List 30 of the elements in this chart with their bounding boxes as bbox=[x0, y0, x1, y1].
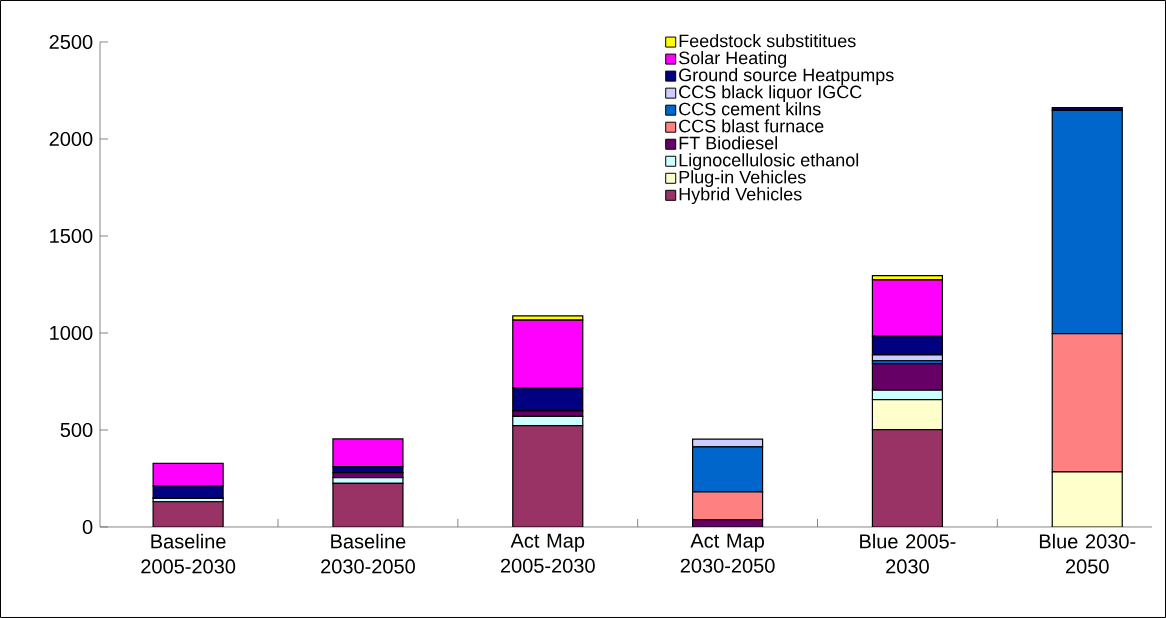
legend-label: CCS black liquor IGCC bbox=[679, 85, 862, 102]
y-tick-label: 500 bbox=[60, 422, 93, 438]
x-tick-label: Baseline 2005-2030 bbox=[141, 533, 236, 574]
bar bbox=[512, 425, 584, 527]
legend-label: Ground source Heatpumps bbox=[679, 68, 894, 85]
x-tick-label: Blue 2030-2050 bbox=[1039, 533, 1136, 574]
bar bbox=[332, 482, 404, 527]
legend-label: Lignocellulosic ethanol bbox=[679, 153, 859, 171]
legend-label: FT Biodiesel bbox=[679, 136, 778, 150]
x-tick-label: Baseline 2030-2050 bbox=[321, 533, 415, 574]
bar bbox=[871, 363, 944, 391]
x-tick-label: Act Map 2030-2050 bbox=[680, 533, 775, 573]
legend-label: Feedstock substititues bbox=[679, 34, 856, 48]
bar bbox=[332, 438, 404, 468]
legend-label: Solar Heating bbox=[679, 51, 787, 68]
y-tick-label: 0 bbox=[82, 519, 93, 535]
x-tick-label: Blue 2005-2030 bbox=[860, 533, 956, 574]
legend-label: CCS cement kilns bbox=[679, 102, 821, 116]
x-tick-label: Act Map 2005-2030 bbox=[500, 533, 595, 573]
y-tick-label: 1000 bbox=[50, 325, 93, 341]
bar bbox=[1051, 471, 1123, 527]
legend-label: Hybrid Vehicles bbox=[679, 187, 802, 205]
y-tick-label: 2500 bbox=[49, 34, 93, 50]
bar bbox=[871, 398, 944, 431]
legend-label: CCS blast furnace bbox=[679, 119, 824, 133]
y-tick-label: 1500 bbox=[50, 228, 93, 244]
legend-label: Plug-in Vehicles bbox=[679, 170, 806, 188]
bar bbox=[871, 429, 944, 527]
bar bbox=[152, 501, 224, 527]
y-tick-label: 2000 bbox=[49, 131, 93, 147]
